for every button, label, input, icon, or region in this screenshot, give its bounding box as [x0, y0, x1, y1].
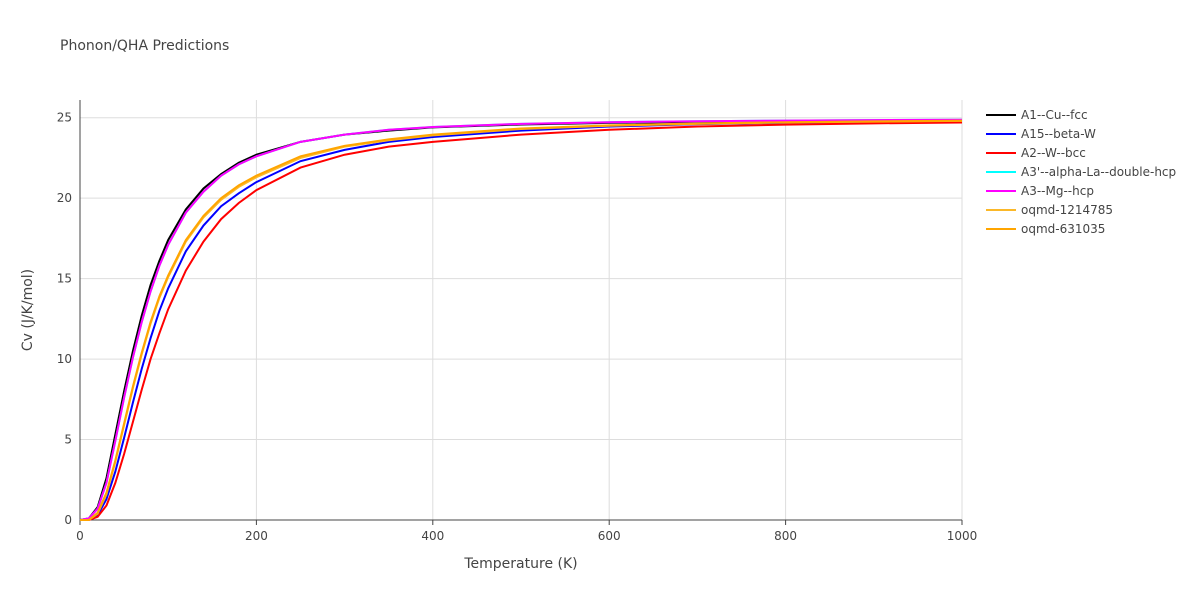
x-tick-label: 800 — [774, 529, 797, 543]
legend-label: oqmd-631035 — [1021, 222, 1105, 236]
series-line — [79, 118, 963, 521]
x-axis-label: Temperature (K) — [463, 556, 577, 572]
x-tick-label: 400 — [421, 529, 444, 543]
y-tick-label: 15 — [57, 272, 72, 286]
y-tick-label: 10 — [57, 352, 72, 366]
legend-label: A3'--alpha-La--double-hcp — [1021, 165, 1176, 179]
x-tick-label: 1000 — [947, 529, 978, 543]
x-tick-label: 200 — [245, 529, 268, 543]
series-line — [79, 118, 963, 521]
chart-title: Phonon/QHA Predictions — [60, 38, 229, 54]
legend-label: A15--beta-W — [1021, 127, 1096, 141]
y-axis-label: Cv (J/K/mol) — [20, 269, 36, 351]
legend-label: A1--Cu--fcc — [1021, 108, 1088, 122]
legend-label: A2--W--bcc — [1021, 146, 1086, 160]
y-tick-label: 25 — [57, 111, 72, 125]
series-line — [79, 119, 963, 521]
legend-label: oqmd-1214785 — [1021, 203, 1113, 217]
series-line — [80, 121, 963, 521]
y-tick-label: 20 — [57, 191, 72, 205]
legend-label: A3--Mg--hcp — [1021, 184, 1094, 198]
y-tick-label: 0 — [64, 513, 72, 527]
series-line — [80, 119, 963, 521]
x-tick-label: 600 — [598, 529, 621, 543]
y-tick-label: 5 — [64, 433, 72, 447]
x-tick-label: 0 — [76, 529, 84, 543]
